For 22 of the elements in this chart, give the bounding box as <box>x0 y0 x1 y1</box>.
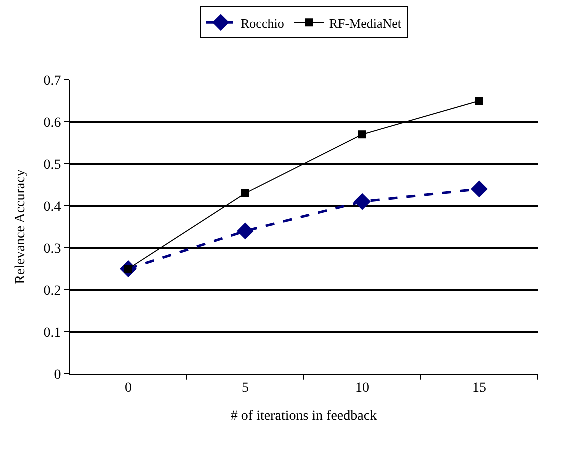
x-tick-label: 5 <box>242 380 249 396</box>
point <box>358 130 366 139</box>
x-tick-label: 10 <box>356 380 370 396</box>
y-tick-label: 0.2 <box>44 284 62 299</box>
point <box>242 189 250 198</box>
legend-label: RF-MediaNet <box>329 16 402 31</box>
x-tick-label: 0 <box>125 380 132 396</box>
y-tick-label: 0.5 <box>44 158 62 173</box>
point <box>237 222 254 240</box>
legend-label: Rocchio <box>241 16 284 31</box>
x-axis-title: # of iterations in feedback <box>230 409 378 424</box>
point <box>476 97 484 105</box>
x-tick-label: 15 <box>472 380 486 396</box>
y-tick-label: 0.6 <box>44 116 62 131</box>
y-tick-label: 0 <box>54 368 62 383</box>
y-tick-label: 0.1 <box>44 326 62 341</box>
y-axis-title: Relevance Accuracy <box>13 170 28 284</box>
point <box>471 180 488 198</box>
y-tick-label: 0.7 <box>44 74 62 89</box>
y-tick-label: 0.3 <box>44 242 62 257</box>
point <box>354 193 371 210</box>
y-tick-label: 0.4 <box>44 200 62 215</box>
